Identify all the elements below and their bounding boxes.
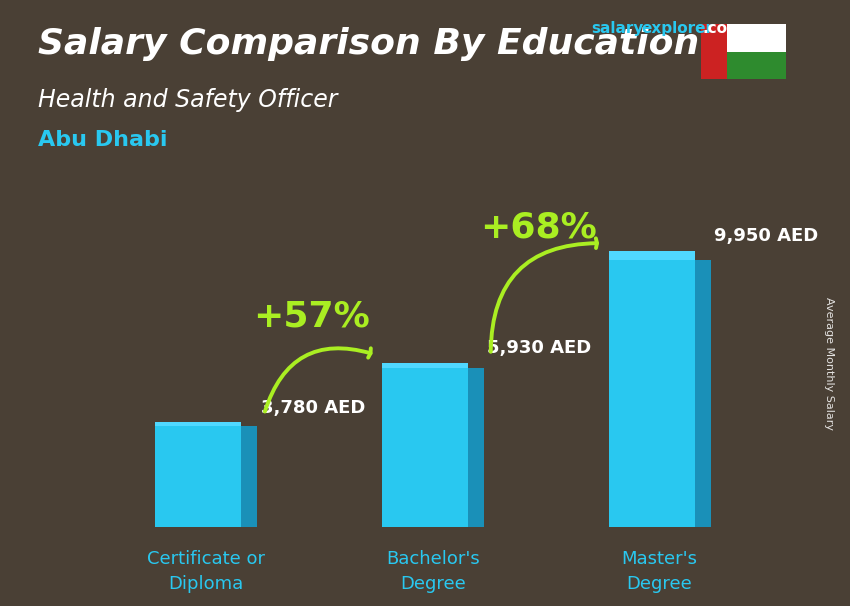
Bar (382, 363, 468, 368)
Text: +57%: +57% (253, 299, 370, 333)
Bar (727, 24, 786, 52)
Text: 5,930 AED: 5,930 AED (487, 339, 592, 357)
Bar (156, 422, 241, 527)
Bar (701, 24, 727, 79)
Text: Bachelor's
Degree: Bachelor's Degree (386, 550, 479, 593)
Bar (727, 52, 786, 79)
Text: 3,780 AED: 3,780 AED (261, 399, 365, 416)
Text: Certificate or
Diploma: Certificate or Diploma (147, 550, 265, 593)
Bar (382, 363, 468, 527)
Text: explorer: explorer (642, 21, 714, 36)
Text: 9,950 AED: 9,950 AED (714, 227, 819, 245)
Text: salary: salary (591, 21, 643, 36)
Text: Master's
Degree: Master's Degree (621, 550, 698, 593)
Text: Abu Dhabi: Abu Dhabi (38, 130, 167, 150)
Text: Salary Comparison By Education: Salary Comparison By Education (38, 27, 700, 61)
Bar (468, 368, 484, 527)
Text: Average Monthly Salary: Average Monthly Salary (824, 297, 834, 430)
Bar (156, 422, 241, 425)
Bar (609, 251, 694, 527)
Text: Health and Safety Officer: Health and Safety Officer (38, 88, 337, 112)
Bar (241, 425, 258, 527)
Bar (694, 259, 711, 527)
Text: .com: .com (703, 21, 744, 36)
Text: +68%: +68% (480, 211, 597, 245)
Bar (609, 251, 694, 259)
